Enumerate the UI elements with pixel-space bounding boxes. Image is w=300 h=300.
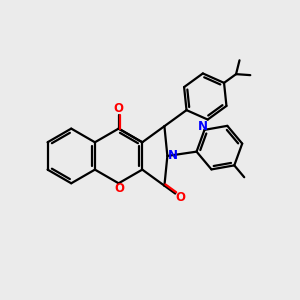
Text: O: O <box>115 182 125 195</box>
Text: O: O <box>114 102 124 115</box>
Text: O: O <box>176 191 185 204</box>
Text: N: N <box>168 149 178 162</box>
Text: N: N <box>198 120 208 133</box>
